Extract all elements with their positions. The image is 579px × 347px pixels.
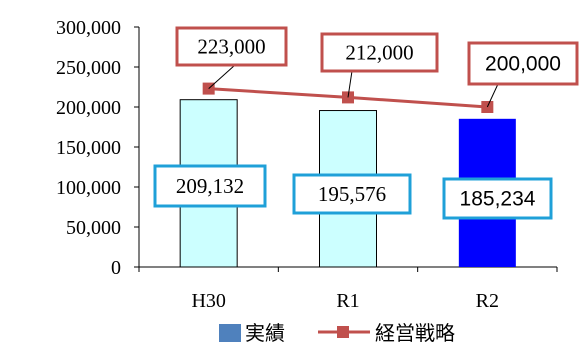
bar-value-label-box	[292, 173, 412, 215]
legend-bar-label: 実績	[245, 321, 285, 345]
bar-value-label: 195,576	[318, 182, 386, 206]
x-tick-label: R1	[336, 290, 359, 312]
bar-value-label-box	[153, 164, 267, 208]
line-value-label-box	[467, 41, 579, 86]
y-tick-label: 100,000	[56, 177, 121, 199]
line-value-label: 212,000	[345, 41, 413, 65]
line-label-leader	[486, 83, 499, 108]
y-tick-label: 50,000	[66, 217, 121, 239]
line-value-label-box	[175, 26, 288, 67]
y-tick-label: 150,000	[56, 137, 121, 159]
y-tick-label: 0	[111, 257, 121, 279]
legend-bar-swatch	[219, 324, 241, 342]
y-tick-label: 300,000	[56, 17, 121, 39]
line-label-leader	[208, 64, 236, 89]
bar-value-label-box	[442, 177, 553, 220]
line-value-label: 200,000	[485, 53, 561, 76]
y-tick-label: 200,000	[56, 97, 121, 119]
legend-line-label: 経営戦略	[375, 321, 455, 345]
y-tick-label: 250,000	[56, 57, 121, 79]
bar-value-label: 209,132	[176, 174, 244, 198]
line-value-label-box	[320, 32, 439, 73]
legend-line-marker	[337, 326, 349, 338]
x-tick-label: H30	[191, 290, 225, 312]
line-label-leader	[347, 70, 353, 98]
line-value-label: 223,000	[197, 35, 265, 59]
x-tick-label: R2	[476, 290, 499, 312]
bar-value-label: 185,234	[460, 188, 536, 211]
